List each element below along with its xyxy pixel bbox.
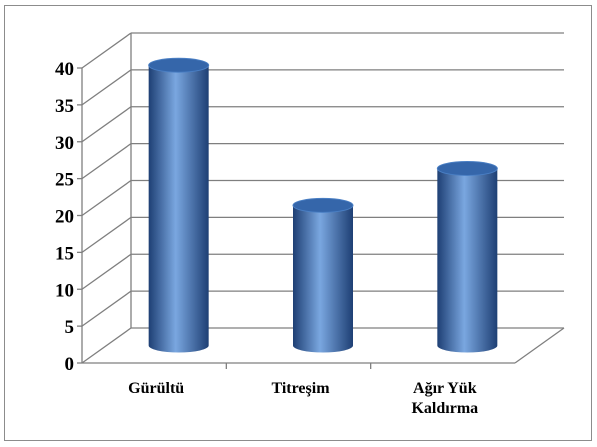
bar-0 <box>148 57 210 353</box>
floor-left-edge <box>81 327 132 364</box>
chart-frame: 0 5 10 15 20 25 30 35 40 Gürültü Titreşim Ağır Yük… <box>4 5 592 441</box>
category-labels: Gürültü Titreşim Ağır Yük Kaldırma <box>128 380 478 417</box>
y-tick-label: 40 <box>55 59 74 80</box>
x-category-label: Titreşim <box>271 380 330 397</box>
gridline-diagonal <box>81 290 132 327</box>
gridline-diagonal <box>81 179 132 217</box>
y-tick-labels: 0 5 10 15 20 25 30 35 40 <box>55 59 74 375</box>
gridline-diagonal <box>81 106 132 143</box>
bar-chart: 0 5 10 15 20 25 30 35 40 Gürültü Titreşim Ağır Yük… <box>55 32 565 417</box>
y-tick-label: 35 <box>55 96 74 117</box>
floor-right-edge <box>514 327 565 364</box>
gridline-diagonal <box>81 69 132 106</box>
bars <box>148 57 498 353</box>
y-tick-label: 5 <box>65 317 75 338</box>
gridline-diagonal <box>81 143 132 180</box>
gridline-diagonal <box>81 32 132 69</box>
y-tick-label: 30 <box>55 133 74 154</box>
y-tick-label: 25 <box>55 170 74 191</box>
y-tick-label: 10 <box>55 280 74 301</box>
bar-2 <box>436 161 498 353</box>
y-tick-label: 20 <box>55 207 74 228</box>
x-category-label: Gürültü <box>128 380 184 397</box>
gridline-diagonal <box>81 253 132 290</box>
y-tick-label: 0 <box>65 354 75 375</box>
x-category-label: Ağır Yük Kaldırma <box>411 380 478 417</box>
bar-1 <box>292 197 354 353</box>
y-tick-label: 15 <box>55 243 74 264</box>
gridline-diagonal <box>81 216 132 253</box>
